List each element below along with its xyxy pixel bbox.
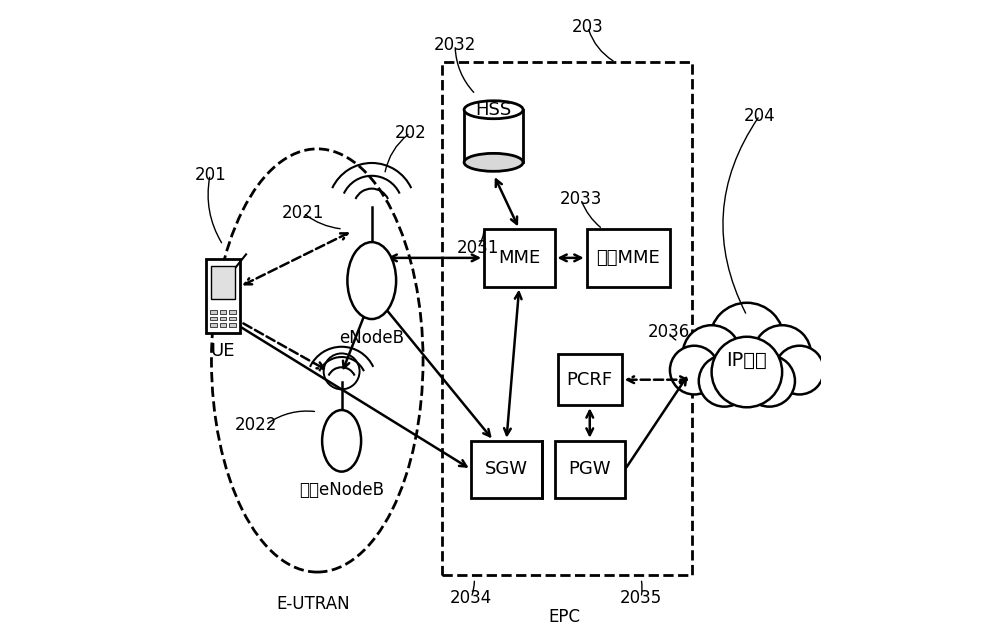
Circle shape (699, 355, 750, 406)
Bar (206, 260, 240, 333)
Circle shape (712, 337, 782, 407)
Text: 201: 201 (194, 166, 226, 184)
Circle shape (710, 303, 784, 377)
Text: 203: 203 (572, 18, 604, 36)
Text: 其它eNodeB: 其它eNodeB (299, 481, 384, 499)
Bar (210, 323, 217, 327)
Circle shape (753, 325, 811, 383)
Text: eNodeB: eNodeB (339, 328, 404, 346)
Bar (558, 354, 622, 405)
Text: 2034: 2034 (450, 589, 492, 607)
Text: EPC: EPC (548, 608, 580, 626)
Text: 204: 204 (744, 106, 776, 124)
Bar (587, 229, 670, 287)
Bar (229, 310, 236, 314)
Ellipse shape (464, 153, 523, 171)
Bar (210, 310, 217, 314)
Bar (442, 62, 692, 575)
Circle shape (670, 346, 719, 395)
Circle shape (775, 346, 824, 395)
Text: PGW: PGW (569, 460, 611, 478)
Text: MME: MME (498, 249, 540, 267)
Text: 2021: 2021 (282, 204, 324, 222)
Bar (220, 310, 226, 314)
Text: IP业务: IP业务 (726, 351, 767, 370)
Text: 2022: 2022 (235, 415, 278, 433)
Text: SGW: SGW (485, 460, 528, 478)
Text: 2036: 2036 (648, 323, 690, 341)
Text: 2032: 2032 (434, 36, 476, 54)
Text: HSS: HSS (475, 100, 512, 118)
Bar (555, 440, 625, 498)
Ellipse shape (347, 242, 396, 319)
Ellipse shape (322, 410, 361, 471)
Bar (210, 317, 217, 321)
Text: 其它MME: 其它MME (596, 249, 660, 267)
Text: 2031: 2031 (456, 240, 499, 257)
Text: 2035: 2035 (620, 589, 662, 607)
Bar (211, 266, 235, 299)
Circle shape (683, 325, 740, 383)
Text: 2033: 2033 (560, 190, 602, 208)
Bar (229, 323, 236, 327)
Text: PCRF: PCRF (567, 371, 613, 389)
Bar (484, 229, 555, 287)
Text: UE: UE (211, 342, 235, 360)
Text: 202: 202 (394, 124, 426, 142)
Bar (471, 440, 542, 498)
Bar (220, 317, 226, 321)
Circle shape (744, 355, 795, 406)
Bar (464, 109, 523, 162)
Bar (220, 323, 226, 327)
Ellipse shape (464, 100, 523, 118)
Bar (229, 317, 236, 321)
Text: E-UTRAN: E-UTRAN (276, 595, 350, 613)
